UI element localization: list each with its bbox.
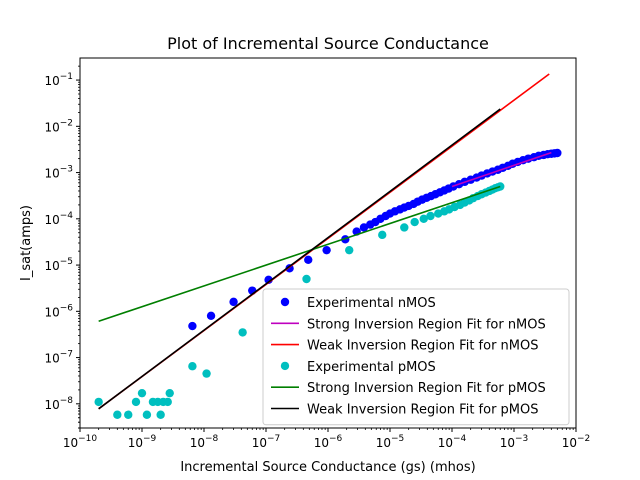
x-tick-label: 10−3 xyxy=(500,434,529,450)
y-tick-label: 10−6 xyxy=(44,303,73,319)
legend-box xyxy=(262,288,570,426)
chart-title: Plot of Incremental Source Conductance xyxy=(167,34,489,53)
x-tick-label: 10−9 xyxy=(128,434,157,450)
data-point xyxy=(322,245,331,255)
x-tick-label: 10−10 xyxy=(63,434,98,450)
x-tick-label: 10−5 xyxy=(376,434,405,450)
data-point xyxy=(553,148,562,158)
legend-label: Weak Inversion Region Fit for nMOS xyxy=(307,339,539,354)
x-axis-ticks: 10−10 10−9 10−8 10−7 10−6 10−5 10−4 10−3 10−2 xyxy=(63,428,590,450)
data-point xyxy=(206,311,216,320)
legend-label: Experimental nMOS xyxy=(307,296,436,311)
x-tick-label: 10−2 xyxy=(562,434,591,450)
y-tick-label: 10−3 xyxy=(44,165,73,181)
data-point xyxy=(137,388,147,398)
legend-entry: Experimental pMOS xyxy=(280,360,436,375)
y-axis-label: I_sat(amps) xyxy=(19,205,34,281)
x-tick-label: 10−7 xyxy=(252,434,281,450)
series-layer xyxy=(94,73,562,419)
data-point xyxy=(188,321,197,331)
data-point xyxy=(131,397,141,407)
legend-label: Strong Inversion Region Fit for nMOS xyxy=(307,317,546,332)
data-point xyxy=(188,362,197,371)
legend-marker-swatch xyxy=(280,297,290,307)
data-point xyxy=(229,297,238,307)
y-tick-label: 10−4 xyxy=(44,211,73,227)
data-point xyxy=(359,223,369,232)
data-point xyxy=(113,410,122,419)
y-tick-label: 10−1 xyxy=(44,72,73,88)
legend-entry: Weak Inversion Region Fit for pMOS xyxy=(271,403,539,418)
x-axis-label: Incremental Source Conductance (gs) (mho… xyxy=(180,460,475,475)
data-point xyxy=(419,214,428,224)
data-point xyxy=(202,369,211,378)
legend-label: Weak Inversion Region Fit for pMOS xyxy=(307,403,539,418)
fit-line xyxy=(98,185,501,323)
fit-line xyxy=(98,108,501,410)
data-point xyxy=(156,410,165,419)
data-point xyxy=(142,410,152,419)
fit-line xyxy=(451,151,552,188)
legend-label: Experimental pMOS xyxy=(307,360,436,375)
x-tick-label: 10−4 xyxy=(438,434,467,450)
data-point xyxy=(124,410,133,419)
data-point xyxy=(304,255,313,264)
data-point xyxy=(410,217,419,227)
data-point xyxy=(400,223,409,232)
legend-marker-swatch xyxy=(280,361,290,371)
data-point xyxy=(302,274,311,284)
x-tick-label: 10−8 xyxy=(190,434,219,450)
legend-label: Strong Inversion Region Fit for pMOS xyxy=(307,381,546,396)
data-point xyxy=(426,211,435,221)
data-point xyxy=(345,245,354,255)
data-point xyxy=(378,230,387,240)
series-strong-inversion-region-fit-for-nmos xyxy=(451,151,552,188)
y-tick-label: 10−7 xyxy=(44,350,73,366)
y-tick-label: 10−8 xyxy=(44,396,73,412)
series-weak-inversion-region-fit-for-pmos xyxy=(98,108,501,410)
data-point xyxy=(165,388,174,398)
legend-entry: Strong Inversion Region Fit for nMOS xyxy=(271,317,546,332)
y-tick-label: 10−2 xyxy=(44,118,73,134)
data-point xyxy=(94,397,103,407)
data-point xyxy=(238,328,247,337)
legend: Experimental nMOS Strong Inversion Region… xyxy=(262,288,570,426)
legend-entry: Weak Inversion Region Fit for nMOS xyxy=(271,339,539,354)
data-point xyxy=(163,397,172,407)
y-axis-ticks: 10−8 10−7 10−6 10−5 10−4 10−3 10−2 10−1 xyxy=(44,65,80,429)
legend-entry: Experimental nMOS xyxy=(280,296,436,311)
y-tick-label: 10−5 xyxy=(44,257,73,273)
legend-entry: Strong Inversion Region Fit for pMOS xyxy=(271,381,546,396)
x-tick-label: 10−6 xyxy=(314,434,343,450)
series-strong-inversion-region-fit-for-pmos xyxy=(98,185,501,323)
